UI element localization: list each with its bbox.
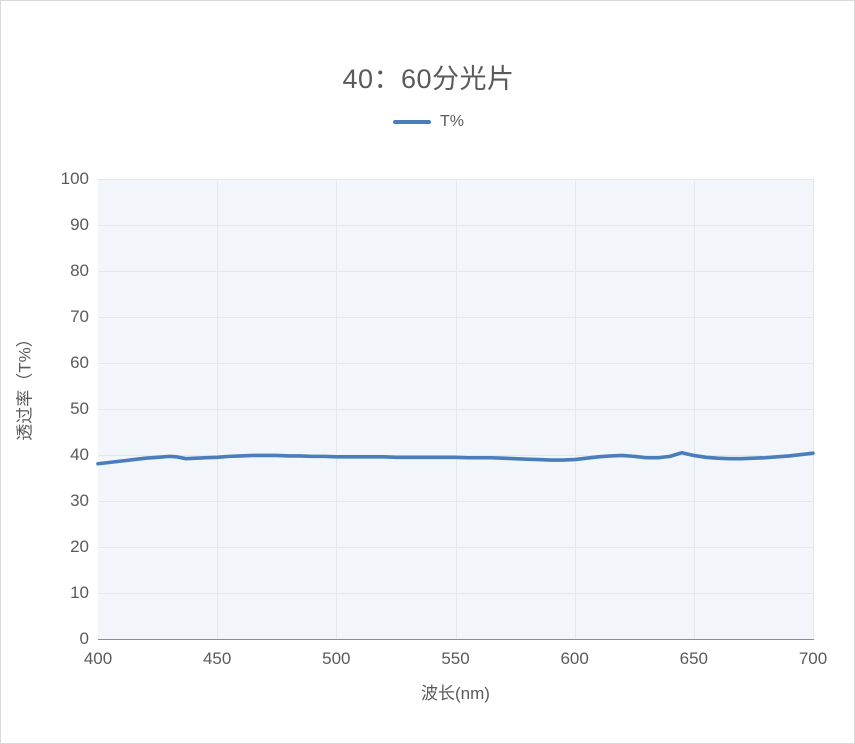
- series-line-t-percent: [96, 450, 815, 466]
- gridline-vertical: [455, 179, 457, 639]
- plot-area: [96, 179, 815, 639]
- x-axis-line: [98, 639, 814, 640]
- y-tick-label: 10: [70, 583, 89, 602]
- legend-label-t-percent: T%: [440, 113, 464, 130]
- x-tick-label: 450: [202, 649, 232, 668]
- x-tick-label: 500: [322, 649, 351, 668]
- x-tick-label: 550: [441, 649, 470, 668]
- y-tick-label: 30: [70, 491, 89, 510]
- gridline-vertical: [217, 179, 219, 639]
- y-tick-label: 20: [70, 537, 89, 556]
- y-tick-label: 40: [70, 445, 89, 464]
- gridline-vertical: [813, 179, 814, 639]
- y-axis-title: 透过率（T%）: [15, 330, 35, 441]
- gridline-vertical: [336, 179, 338, 639]
- y-tick-label: 60: [70, 353, 89, 372]
- chart-title: 40：60分光片: [342, 64, 515, 94]
- gridline-vertical: [574, 179, 576, 639]
- legend-line-swatch-t-percent: [393, 120, 431, 124]
- x-tick-label: 400: [83, 649, 113, 668]
- y-tick-label: 50: [70, 399, 89, 418]
- y-tick-label: 90: [70, 215, 89, 234]
- y-axis-tick-labels: 0 10 20 30 40 50 60 70 80 90 100: [21, 169, 89, 648]
- y-tick-label: 0: [79, 629, 89, 648]
- x-tick-label: 650: [679, 649, 709, 668]
- y-tick-label: 70: [70, 307, 89, 326]
- y-tick-label: 80: [70, 261, 89, 280]
- y-tick-label: 100: [60, 169, 89, 188]
- x-axis-title: 波长(nm): [421, 684, 490, 703]
- gridline-vertical: [693, 179, 695, 639]
- x-tick-label: 700: [798, 649, 828, 668]
- chart-legend: T%: [1, 113, 854, 131]
- x-tick-label: 600: [560, 649, 589, 668]
